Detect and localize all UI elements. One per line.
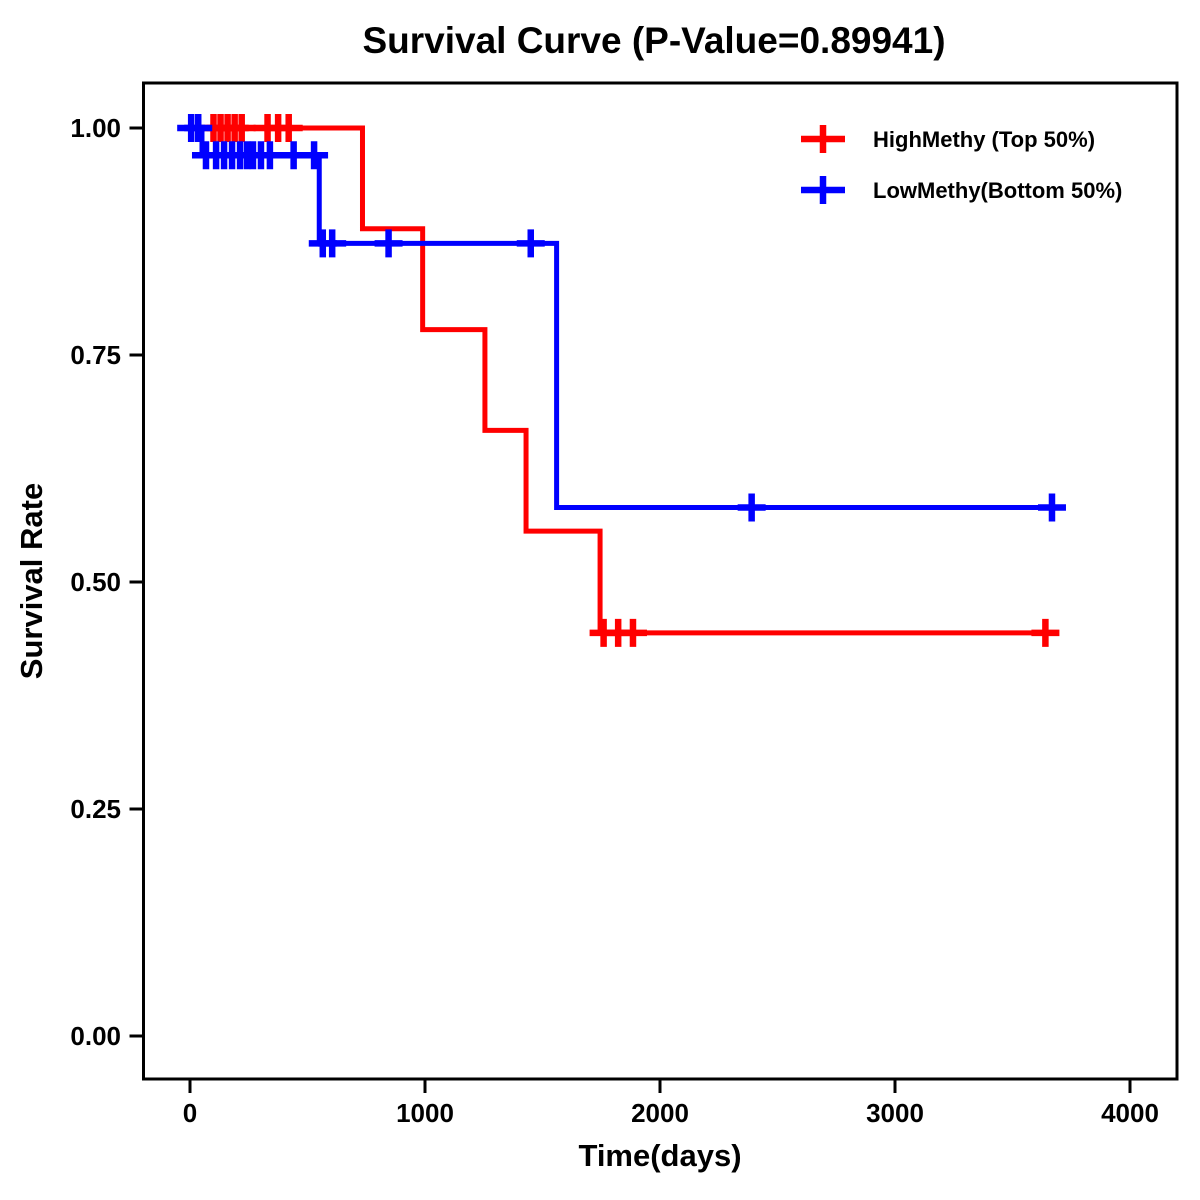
censor-mark-icon [184, 114, 213, 142]
series-line-lowmethy-bottom-50- [190, 125, 1064, 511]
plot-border [142, 81, 1179, 1081]
y-tick-label: 0.50 [70, 567, 121, 597]
axes-layer: 0 1000 2000 3000 4000 0.00 0.25 0.50 0.75 1.00 [70, 113, 1159, 1128]
legend-marker-highmethy-icon [801, 125, 845, 153]
censor-mark-icon [300, 141, 329, 170]
censor-mark-icon [227, 114, 256, 142]
legend-marker-lowmethy-icon [801, 176, 845, 204]
censor-mark-icon [1031, 618, 1060, 647]
censor-mark-icon [737, 493, 766, 522]
censor-mark-icon [274, 114, 303, 142]
y-tick-label: 0.00 [70, 1021, 121, 1051]
legend-label-highmethy: HighMethy (Top 50%) [873, 127, 1095, 152]
legend: HighMethy (Top 50%) LowMethy(Bottom 50%) [801, 125, 1122, 204]
y-tick-label: 0.75 [70, 340, 121, 370]
legend-label-lowmethy: LowMethy(Bottom 50%) [873, 178, 1122, 203]
x-tick-label: 0 [183, 1098, 197, 1128]
censor-mark-icon [374, 229, 403, 258]
series-line-highmethy-top-50- [190, 125, 1058, 636]
censor-mark-icon [318, 229, 347, 258]
censor-mark-icon [516, 229, 545, 258]
x-tick-label: 4000 [1101, 1098, 1159, 1128]
x-tick-label: 2000 [631, 1098, 689, 1128]
x-tick-label: 1000 [396, 1098, 454, 1128]
y-tick-label: 1.00 [70, 113, 121, 143]
chart-title: Survival Curve (P-Value=0.89941) [362, 20, 945, 61]
censor-mark-icon [618, 618, 647, 647]
y-tick-label: 0.25 [70, 794, 121, 824]
censor-mark-icon [1037, 493, 1066, 522]
censor-mark-icon [255, 141, 284, 170]
x-axis-title: Time(days) [578, 1138, 741, 1173]
x-tick-label: 3000 [866, 1098, 924, 1128]
y-axis-title: Survival Rate [14, 483, 49, 679]
series-layer [177, 114, 1066, 647]
